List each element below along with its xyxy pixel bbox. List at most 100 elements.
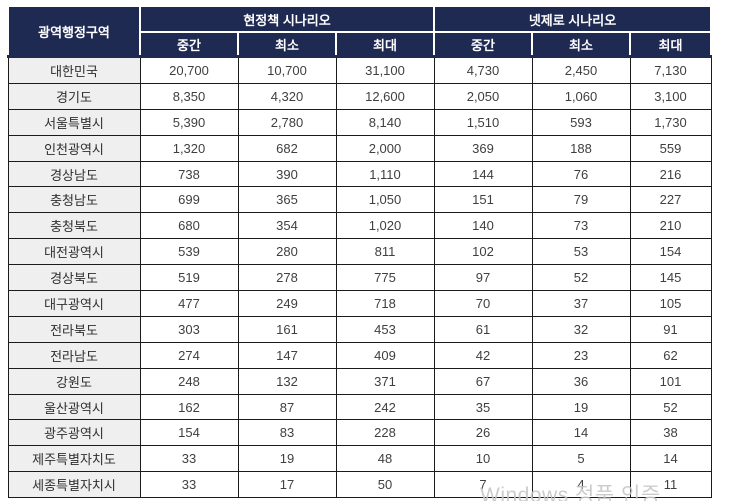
value-cell: 5,390 bbox=[139, 108, 239, 136]
current-min-header: 최소 bbox=[237, 31, 337, 58]
value-cell: 3,100 bbox=[629, 82, 712, 110]
region-cell: 울산광역시 bbox=[7, 393, 141, 421]
value-cell: 1,730 bbox=[629, 108, 712, 136]
value-cell: 228 bbox=[335, 419, 435, 447]
value-cell: 140 bbox=[433, 212, 533, 240]
value-cell: 38 bbox=[629, 419, 712, 447]
region-cell: 대전광역시 bbox=[7, 238, 141, 266]
value-cell: 61 bbox=[433, 315, 533, 343]
value-cell: 4,320 bbox=[237, 82, 337, 110]
value-cell: 274 bbox=[139, 341, 239, 369]
value-cell: 354 bbox=[237, 212, 337, 240]
value-cell: 36 bbox=[531, 367, 631, 395]
value-cell: 26 bbox=[433, 419, 533, 447]
value-cell: 559 bbox=[629, 134, 712, 162]
value-cell: 48 bbox=[335, 445, 435, 473]
value-cell: 83 bbox=[237, 419, 337, 447]
value-cell: 97 bbox=[433, 264, 533, 292]
value-cell: 216 bbox=[629, 160, 712, 188]
value-cell: 42 bbox=[433, 341, 533, 369]
value-cell: 79 bbox=[531, 186, 631, 214]
table-row: 경상북도 519 278 775 97 52 145 bbox=[7, 264, 712, 292]
value-cell: 5 bbox=[531, 445, 631, 473]
value-cell: 50 bbox=[335, 471, 435, 499]
value-cell: 37 bbox=[531, 290, 631, 317]
value-cell: 8,350 bbox=[139, 82, 239, 110]
regional-scenario-table-wrap: 광역행정구역 현정책 시나리오 넷제로 시나리오 중간 최소 최대 중간 최소 … bbox=[7, 5, 712, 499]
value-cell: 8,140 bbox=[335, 108, 435, 136]
region-cell: 제주특별자치도 bbox=[7, 445, 141, 473]
value-cell: 2,050 bbox=[433, 82, 533, 110]
header-sub-row: 중간 최소 최대 중간 최소 최대 bbox=[8, 31, 712, 58]
value-cell: 31,100 bbox=[335, 56, 435, 84]
value-cell: 738 bbox=[139, 160, 239, 188]
value-cell: 161 bbox=[237, 315, 337, 343]
value-cell: 52 bbox=[531, 264, 631, 292]
value-cell: 7,130 bbox=[629, 56, 712, 84]
table-row: 인천광역시 1,320 682 2,000 369 188 559 bbox=[7, 134, 712, 162]
value-cell: 453 bbox=[335, 315, 435, 343]
netzero-mid-header: 중간 bbox=[433, 31, 533, 58]
value-cell: 73 bbox=[531, 212, 631, 240]
value-cell: 2,000 bbox=[335, 134, 435, 162]
value-cell: 53 bbox=[531, 238, 631, 266]
region-cell: 경기도 bbox=[7, 82, 141, 110]
value-cell: 151 bbox=[433, 186, 533, 214]
value-cell: 14 bbox=[629, 445, 712, 473]
value-cell: 369 bbox=[433, 134, 533, 162]
current-max-header: 최대 bbox=[335, 31, 435, 58]
table-row: 경기도 8,350 4,320 12,600 2,050 1,060 3,100 bbox=[7, 82, 712, 110]
value-cell: 699 bbox=[139, 186, 239, 214]
value-cell: 303 bbox=[139, 315, 239, 343]
value-cell: 2,780 bbox=[237, 108, 337, 136]
region-cell: 경상북도 bbox=[7, 264, 141, 292]
value-cell: 154 bbox=[629, 238, 712, 266]
value-cell: 1,050 bbox=[335, 186, 435, 214]
region-cell: 경상남도 bbox=[7, 160, 141, 188]
value-cell: 35 bbox=[433, 393, 533, 421]
region-cell: 전라북도 bbox=[7, 315, 141, 343]
value-cell: 4,730 bbox=[433, 56, 533, 84]
value-cell: 76 bbox=[531, 160, 631, 188]
value-cell: 593 bbox=[531, 108, 631, 136]
value-cell: 132 bbox=[237, 367, 337, 395]
value-cell: 1,320 bbox=[139, 134, 239, 162]
value-cell: 19 bbox=[531, 393, 631, 421]
value-cell: 7 bbox=[433, 471, 533, 499]
table-row: 경상남도 738 390 1,110 144 76 216 bbox=[7, 160, 712, 188]
value-cell: 249 bbox=[237, 290, 337, 317]
value-cell: 19 bbox=[237, 445, 337, 473]
table-row: 전라북도 303 161 453 61 32 91 bbox=[7, 315, 712, 343]
value-cell: 102 bbox=[433, 238, 533, 266]
value-cell: 539 bbox=[139, 238, 239, 266]
value-cell: 1,510 bbox=[433, 108, 533, 136]
value-cell: 2,450 bbox=[531, 56, 631, 84]
value-cell: 62 bbox=[629, 341, 712, 369]
value-cell: 242 bbox=[335, 393, 435, 421]
value-cell: 52 bbox=[629, 393, 712, 421]
value-cell: 101 bbox=[629, 367, 712, 395]
value-cell: 1,020 bbox=[335, 212, 435, 240]
regional-scenario-table: 광역행정구역 현정책 시나리오 넷제로 시나리오 중간 최소 최대 중간 최소 … bbox=[7, 5, 712, 499]
net-zero-scenario-header: 넷제로 시나리오 bbox=[433, 5, 712, 33]
region-cell: 대구광역시 bbox=[7, 290, 141, 317]
value-cell: 1,110 bbox=[335, 160, 435, 188]
table-body: 대한민국 20,700 10,700 31,100 4,730 2,450 7,130 경기도… bbox=[7, 56, 712, 499]
netzero-min-header: 최소 bbox=[531, 31, 631, 58]
value-cell: 409 bbox=[335, 341, 435, 369]
region-cell: 대한민국 bbox=[7, 56, 141, 84]
value-cell: 682 bbox=[237, 134, 337, 162]
table-row: 대구광역시 477 249 718 70 37 105 bbox=[7, 290, 712, 317]
region-cell: 전라남도 bbox=[7, 341, 141, 369]
value-cell: 371 bbox=[335, 367, 435, 395]
region-cell: 충청북도 bbox=[7, 212, 141, 240]
value-cell: 17 bbox=[237, 471, 337, 499]
value-cell: 280 bbox=[237, 238, 337, 266]
table-row: 충청남도 699 365 1,050 151 79 227 bbox=[7, 186, 712, 214]
value-cell: 12,600 bbox=[335, 82, 435, 110]
value-cell: 10,700 bbox=[237, 56, 337, 84]
value-cell: 145 bbox=[629, 264, 712, 292]
region-column-header: 광역행정구역 bbox=[7, 5, 141, 58]
value-cell: 390 bbox=[237, 160, 337, 188]
